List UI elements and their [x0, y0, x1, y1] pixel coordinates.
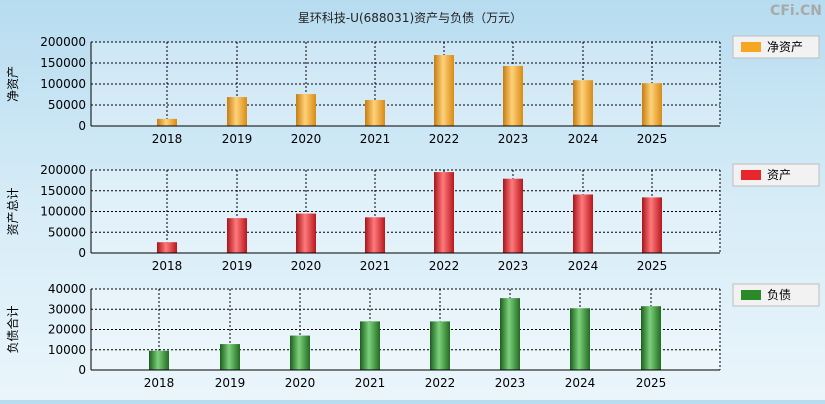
x-tick-label: 2024	[568, 132, 599, 146]
x-tick-label: 2022	[429, 132, 460, 146]
y-tick-label: 50000	[48, 225, 86, 239]
bar-2024	[570, 308, 590, 370]
bar-2020	[296, 213, 316, 253]
bar-2022	[434, 172, 454, 253]
x-tick-label: 2019	[222, 132, 253, 146]
x-tick-label: 2019	[222, 259, 253, 273]
legend-label: 负债	[767, 288, 791, 302]
bar-2024	[573, 80, 593, 126]
x-tick-label: 2018	[152, 132, 183, 146]
legend: 资产	[732, 163, 820, 187]
y-tick-label: 0	[78, 246, 86, 260]
watermark: CFi.CN	[770, 3, 822, 19]
plot-area	[91, 170, 720, 253]
bar-2019	[227, 218, 247, 253]
x-tick-label: 2025	[636, 376, 667, 390]
x-tick-label: 2023	[495, 376, 526, 390]
x-tick-label: 2021	[360, 259, 391, 273]
x-tick-label: 2021	[360, 132, 391, 146]
bar-2020	[296, 94, 316, 126]
y-tick-label: 0	[78, 119, 86, 133]
legend-label: 资产	[767, 168, 791, 182]
y-tick-label: 10000	[48, 343, 86, 357]
bar-2018	[149, 350, 169, 370]
legend-swatch	[741, 42, 761, 52]
panel-2: 0 50000 100000 150000 200000 2018 2019 2020 2021…	[6, 163, 820, 273]
x-tick-label: 2023	[498, 132, 529, 146]
y-tick-label: 20000	[48, 323, 86, 337]
x-tick-label: 2019	[215, 376, 246, 390]
bar-2025	[641, 306, 661, 370]
legend-swatch	[741, 170, 761, 180]
bar-2022	[430, 321, 450, 370]
y-tick-label: 200000	[40, 35, 86, 49]
legend-box	[732, 35, 820, 59]
bar-2025	[642, 197, 662, 253]
y-tick-label: 150000	[40, 56, 86, 70]
x-tick-label: 2025	[637, 259, 668, 273]
x-tick-label: 2020	[291, 259, 322, 273]
bar-2019	[227, 97, 247, 126]
x-tick-label: 2025	[637, 132, 668, 146]
bar-2023	[500, 298, 520, 370]
y-tick-label: 150000	[40, 184, 86, 198]
x-tick-label: 2024	[565, 376, 596, 390]
y-tick-label: 200000	[40, 163, 86, 177]
x-tick-label: 2018	[152, 259, 183, 273]
y-axis-label: 资产总计	[6, 187, 20, 235]
bar-2023	[503, 65, 523, 126]
y-tick-label: 100000	[40, 205, 86, 219]
x-tick-label: 2024	[568, 259, 599, 273]
bar-2018	[157, 118, 177, 126]
legend-box	[732, 163, 820, 187]
legend-label: 净资产	[767, 40, 803, 54]
legend-swatch	[741, 290, 761, 300]
legend-box	[732, 283, 820, 307]
x-tick-label: 2020	[285, 376, 316, 390]
bar-2019	[220, 344, 240, 370]
y-tick-label: 100000	[40, 77, 86, 91]
legend: 净资产	[732, 35, 820, 59]
chart-title: 星环科技-U(688031)资产与负债（万元）	[298, 11, 522, 25]
y-axis-label: 净资产	[6, 66, 20, 102]
bar-2021	[365, 217, 385, 253]
x-tick-label: 2023	[498, 259, 529, 273]
bar-2018	[157, 242, 177, 253]
bar-2023	[503, 178, 523, 253]
legend: 负债	[732, 283, 820, 307]
bar-2020	[290, 335, 310, 370]
x-tick-label: 2018	[144, 376, 175, 390]
x-tick-label: 2021	[355, 376, 386, 390]
y-tick-label: 50000	[48, 98, 86, 112]
x-tick-label: 2020	[291, 132, 322, 146]
y-tick-label: 40000	[48, 282, 86, 296]
y-axis-label: 负债合计	[5, 305, 20, 353]
bar-2021	[365, 99, 385, 126]
bar-2022	[434, 55, 454, 126]
bar-2025	[642, 83, 662, 126]
y-tick-label: 0	[78, 363, 86, 377]
bar-2021	[360, 321, 380, 370]
plot-area	[91, 289, 720, 370]
bar-2024	[573, 194, 593, 253]
plot-area	[91, 42, 720, 126]
x-tick-label: 2022	[425, 376, 456, 390]
y-tick-label: 30000	[48, 302, 86, 316]
x-tick-label: 2022	[429, 259, 460, 273]
panel-1: 0 50000 100000 150000 200000 2018 2019 2020 2021…	[6, 35, 820, 146]
panel-3: 0 10000 20000 30000 40000 2018 2019 2020 2021 202…	[5, 282, 820, 390]
